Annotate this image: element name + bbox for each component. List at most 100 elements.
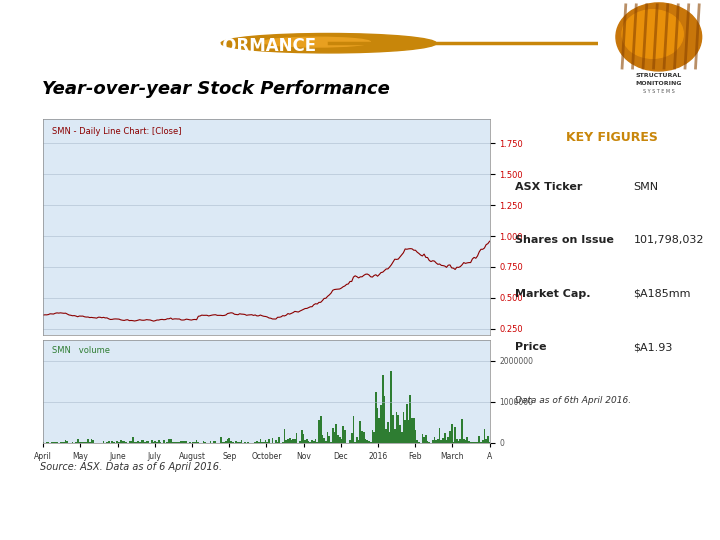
Bar bbox=[80, 442, 82, 443]
Bar bbox=[405, 420, 406, 443]
Bar bbox=[137, 441, 139, 443]
Bar bbox=[323, 438, 325, 443]
Bar bbox=[392, 415, 394, 443]
Text: Year-over-year Stock Performance: Year-over-year Stock Performance bbox=[42, 80, 390, 98]
Bar bbox=[425, 435, 427, 443]
Bar bbox=[454, 427, 456, 443]
Bar bbox=[368, 441, 370, 443]
Bar bbox=[91, 439, 92, 443]
Bar bbox=[210, 441, 211, 443]
Text: $A1.93: $A1.93 bbox=[634, 342, 673, 353]
Bar bbox=[103, 441, 104, 443]
Bar bbox=[118, 442, 120, 443]
Bar bbox=[227, 439, 228, 443]
Bar bbox=[53, 442, 55, 443]
Bar bbox=[171, 442, 174, 443]
Bar bbox=[449, 430, 451, 443]
Bar bbox=[363, 431, 364, 443]
Bar bbox=[51, 442, 53, 443]
Bar bbox=[287, 438, 289, 443]
Bar bbox=[468, 441, 469, 443]
Bar bbox=[184, 441, 185, 443]
Bar bbox=[480, 442, 482, 443]
Bar bbox=[356, 437, 358, 443]
Bar bbox=[453, 442, 454, 443]
Bar bbox=[402, 411, 405, 443]
Bar bbox=[239, 442, 240, 443]
Bar bbox=[75, 442, 77, 443]
Bar bbox=[397, 415, 399, 443]
Bar bbox=[194, 442, 196, 443]
Bar bbox=[344, 430, 346, 443]
Bar bbox=[305, 440, 306, 443]
Bar bbox=[342, 426, 344, 443]
Bar bbox=[185, 441, 187, 443]
Bar bbox=[318, 420, 320, 443]
Bar bbox=[170, 439, 171, 443]
Bar bbox=[477, 442, 478, 443]
Bar bbox=[232, 442, 234, 443]
Bar bbox=[379, 418, 380, 443]
Text: SMN: SMN bbox=[634, 181, 659, 192]
Text: STRUCTURAL: STRUCTURAL bbox=[636, 73, 682, 78]
Bar bbox=[358, 440, 359, 443]
Bar bbox=[447, 437, 449, 443]
Bar bbox=[463, 438, 464, 443]
Circle shape bbox=[221, 33, 436, 53]
Bar bbox=[411, 418, 413, 443]
Bar bbox=[271, 438, 274, 443]
Bar bbox=[261, 442, 263, 443]
Bar bbox=[213, 441, 215, 443]
Bar bbox=[77, 440, 78, 443]
Bar bbox=[294, 439, 296, 443]
Bar bbox=[60, 442, 61, 443]
Bar bbox=[289, 438, 291, 443]
Bar bbox=[84, 442, 86, 443]
Bar bbox=[153, 442, 154, 443]
Bar bbox=[410, 395, 411, 443]
Bar bbox=[299, 441, 301, 443]
Bar bbox=[361, 431, 363, 443]
Bar bbox=[441, 440, 442, 443]
Bar bbox=[235, 441, 237, 443]
Bar bbox=[230, 441, 232, 443]
Bar bbox=[92, 440, 94, 443]
Bar bbox=[384, 396, 385, 443]
Bar bbox=[151, 440, 153, 443]
Bar bbox=[140, 440, 143, 443]
Bar bbox=[282, 442, 284, 443]
Bar bbox=[484, 429, 485, 443]
Bar bbox=[63, 442, 65, 443]
Text: 101,798,032: 101,798,032 bbox=[634, 235, 704, 245]
Bar bbox=[174, 442, 175, 443]
Bar bbox=[244, 442, 246, 443]
Bar bbox=[86, 442, 87, 443]
Bar bbox=[437, 439, 438, 443]
Bar bbox=[259, 439, 261, 443]
Bar bbox=[327, 433, 328, 443]
Bar bbox=[66, 442, 68, 443]
Bar bbox=[192, 442, 194, 443]
Bar bbox=[306, 439, 307, 443]
Ellipse shape bbox=[622, 10, 683, 58]
Bar bbox=[168, 439, 170, 443]
Bar bbox=[333, 432, 336, 443]
Bar bbox=[382, 375, 384, 443]
Bar bbox=[459, 439, 462, 443]
Bar bbox=[359, 421, 361, 443]
Bar bbox=[339, 437, 341, 443]
Bar bbox=[315, 439, 316, 443]
Bar bbox=[158, 440, 160, 443]
Bar bbox=[462, 418, 463, 443]
Bar bbox=[160, 442, 161, 443]
Bar bbox=[313, 441, 315, 443]
Bar bbox=[56, 442, 58, 443]
Bar bbox=[418, 442, 420, 443]
Bar bbox=[48, 442, 49, 443]
Bar bbox=[416, 440, 418, 443]
Bar bbox=[328, 436, 330, 443]
Bar bbox=[389, 432, 390, 443]
Bar bbox=[433, 437, 436, 443]
Bar bbox=[482, 440, 484, 443]
Bar bbox=[438, 428, 441, 443]
